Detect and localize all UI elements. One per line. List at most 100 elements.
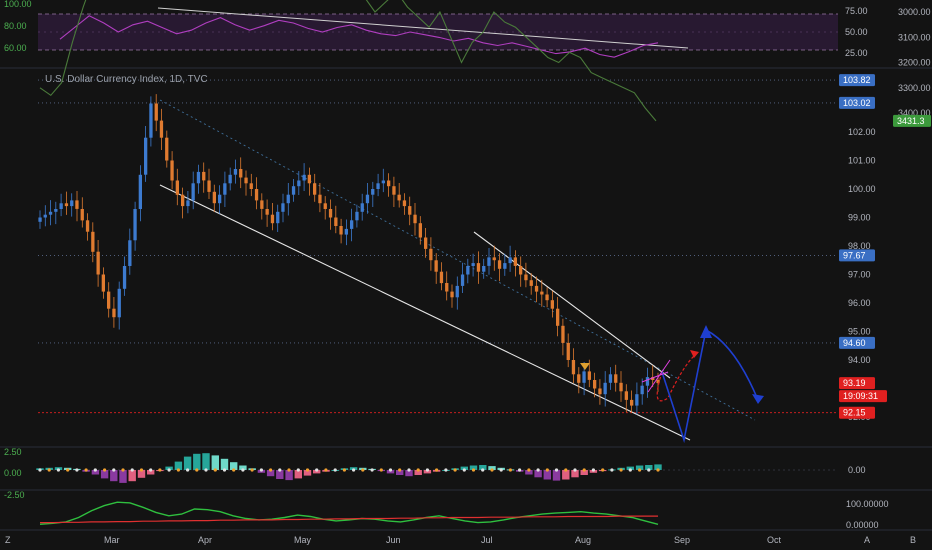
oscillator-dot xyxy=(352,468,356,472)
candle-body xyxy=(418,223,422,238)
oscillator-dots xyxy=(38,468,660,472)
rsi-trendline xyxy=(157,7,689,49)
oscillator-bar xyxy=(183,456,192,470)
secondary-tick-label: 3400.00 xyxy=(898,108,931,118)
candle-body xyxy=(371,189,375,195)
oscillator-bar xyxy=(580,470,588,475)
oscillator-dot xyxy=(471,468,476,472)
oscillator-dot xyxy=(38,468,42,472)
candle-body xyxy=(408,206,412,215)
time-tick-label: May xyxy=(294,535,312,545)
candle-body xyxy=(59,203,63,209)
candle-body xyxy=(397,194,401,201)
channel-upper-trendline xyxy=(473,231,671,379)
candle-body xyxy=(207,180,211,192)
oscillator-left-tick: -2.50 xyxy=(4,490,25,500)
candle-body xyxy=(587,371,591,380)
candle-body xyxy=(70,200,74,207)
candle-body xyxy=(138,174,142,209)
candle-body xyxy=(365,194,370,204)
candle-body xyxy=(619,382,623,392)
oscillator-bar xyxy=(525,470,533,475)
resistance-level-badge-bg xyxy=(839,249,875,262)
countdown-badge-bg xyxy=(839,390,887,403)
candle-body xyxy=(112,308,116,318)
oscillator-dot xyxy=(315,468,319,472)
candle-body xyxy=(54,209,58,212)
oscillator-dot xyxy=(582,468,586,472)
time-tick-label: Mar xyxy=(104,535,120,545)
candle-body xyxy=(117,288,121,318)
oscillator-right-tick: 0.00 xyxy=(848,465,866,475)
corner-right-label-b[interactable]: B xyxy=(910,535,916,545)
candle-body xyxy=(376,183,380,189)
oscillator-dot xyxy=(176,468,180,472)
oscillator-dot xyxy=(250,468,254,472)
projection-blue-arrowhead xyxy=(700,325,712,338)
projection-pink-lines xyxy=(641,359,671,393)
corner-right-label-a[interactable]: A xyxy=(864,535,870,545)
candle-body xyxy=(402,200,407,207)
oscillator-bar xyxy=(479,465,487,470)
oscillator-dot xyxy=(103,468,107,472)
oscillator-bar xyxy=(488,466,496,470)
candle-body xyxy=(318,194,322,204)
candle-body xyxy=(212,191,216,204)
oscillator-dot xyxy=(324,468,328,472)
candle-body xyxy=(529,280,533,286)
oscillator-dot xyxy=(527,468,531,472)
candle-body xyxy=(191,183,195,201)
oscillator-bar xyxy=(534,470,542,478)
oscillator-dot xyxy=(222,468,227,472)
candle-body xyxy=(38,217,42,222)
oscillator-dot xyxy=(287,468,291,472)
time-tick-label: Jun xyxy=(386,535,401,545)
oscillator-dot xyxy=(333,468,337,472)
candle-body xyxy=(545,294,549,301)
oscillator-dot xyxy=(425,468,429,472)
oscillator-axis: 2.50 0.00 -2.50 0.00 xyxy=(4,447,866,500)
oscillator-dot xyxy=(213,468,217,472)
candle-body xyxy=(334,217,338,226)
oscillator-bar xyxy=(386,470,395,474)
oscillator-bar xyxy=(119,470,127,483)
candle-body xyxy=(645,377,650,386)
support-level-badge: 92.15 xyxy=(843,408,866,418)
candle-body xyxy=(492,257,496,261)
candle-body xyxy=(603,382,607,395)
candle-body xyxy=(635,394,639,406)
oscillator-bar xyxy=(220,458,229,470)
candle-body xyxy=(196,171,201,184)
price-tick-label: 98.00 xyxy=(848,241,871,251)
candle-body xyxy=(181,194,185,207)
oscillator-left-tick: 2.50 xyxy=(4,447,22,457)
corner-left-label[interactable]: Z xyxy=(5,535,11,545)
oscillator-bar xyxy=(423,470,432,474)
oscillator-dot xyxy=(379,468,383,472)
oscillator-dot xyxy=(591,468,596,472)
candle-body xyxy=(524,274,528,281)
oscillator-dot xyxy=(204,468,208,472)
candle-body xyxy=(43,214,47,218)
lower-red-line xyxy=(40,515,658,524)
oscillator-bar xyxy=(645,465,653,470)
candle-body xyxy=(339,226,343,235)
oscillator-bar xyxy=(202,453,210,470)
oscillator-bar xyxy=(137,470,146,478)
oscillator-bar xyxy=(91,470,100,475)
oscillator-dot xyxy=(416,468,420,472)
oscillator-dot xyxy=(241,468,245,472)
oscillator-dot xyxy=(481,468,485,472)
candle-body xyxy=(434,260,438,272)
price-tick-label: 102.00 xyxy=(848,127,876,137)
oscillator-bar xyxy=(193,453,201,470)
oscillator-bar xyxy=(635,465,644,470)
candle-body xyxy=(228,174,232,184)
resistance-level-badge-bg xyxy=(839,96,875,109)
candle-body xyxy=(175,180,179,195)
oscillator-dot xyxy=(444,468,448,472)
oscillator-dot xyxy=(564,468,568,472)
oscillator-bar xyxy=(294,470,302,479)
